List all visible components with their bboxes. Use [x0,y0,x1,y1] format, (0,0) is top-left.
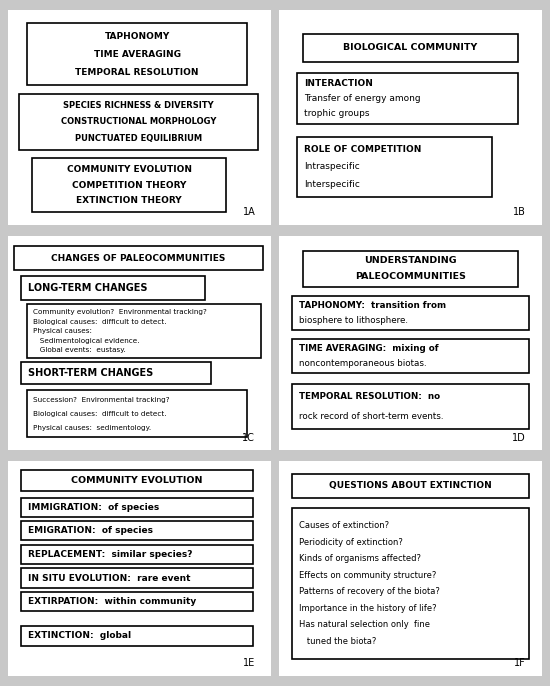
Text: BIOLOGICAL COMMUNITY: BIOLOGICAL COMMUNITY [343,43,477,52]
Text: SPECIES RICHNESS & DIVERSITY: SPECIES RICHNESS & DIVERSITY [63,101,213,110]
FancyBboxPatch shape [275,458,546,679]
Text: tuned the biota?: tuned the biota? [299,637,376,646]
FancyBboxPatch shape [21,626,252,646]
Text: Biological causes:  difficult to detect.: Biological causes: difficult to detect. [33,319,167,324]
Text: biosphere to lithosphere.: biosphere to lithosphere. [299,316,408,325]
Text: TAPHONOMY: TAPHONOMY [104,32,169,40]
Text: Kinds of organisms affected?: Kinds of organisms affected? [299,554,421,563]
Text: noncontemporaneous biotas.: noncontemporaneous biotas. [299,359,426,368]
Text: Transfer of energy among: Transfer of energy among [304,94,421,103]
Text: TIME AVERAGING:  mixing of: TIME AVERAGING: mixing of [299,344,438,353]
FancyBboxPatch shape [19,94,258,150]
Text: 1B: 1B [513,207,526,217]
Text: Succession?  Environmental tracking?: Succession? Environmental tracking? [33,397,170,403]
Text: Importance in the history of life?: Importance in the history of life? [299,604,436,613]
Text: 1E: 1E [243,658,255,668]
FancyBboxPatch shape [302,34,518,62]
Text: Global events:  eustasy.: Global events: eustasy. [33,347,126,353]
Text: COMPETITION THEORY: COMPETITION THEORY [72,180,186,190]
Text: Effects on community structure?: Effects on community structure? [299,571,436,580]
FancyBboxPatch shape [298,73,518,124]
Text: COMMUNITY EVOLUTION: COMMUNITY EVOLUTION [72,476,203,485]
FancyBboxPatch shape [26,390,248,438]
FancyBboxPatch shape [21,569,252,588]
FancyBboxPatch shape [4,7,275,228]
Text: 1F: 1F [514,658,526,668]
Text: Biological causes:  difficult to detect.: Biological causes: difficult to detect. [33,411,167,417]
Text: TEMPORAL RESOLUTION:  no: TEMPORAL RESOLUTION: no [299,392,440,401]
Text: EMIGRATION:  of species: EMIGRATION: of species [28,526,153,535]
FancyBboxPatch shape [21,497,252,517]
Text: 1A: 1A [243,207,255,217]
FancyBboxPatch shape [292,339,529,373]
Text: trophic groups: trophic groups [304,109,370,118]
Text: REPLACEMENT:  similar species?: REPLACEMENT: similar species? [28,550,192,559]
Text: IMMIGRATION:  of species: IMMIGRATION: of species [28,503,159,512]
FancyBboxPatch shape [292,296,529,330]
Text: Sedimentological evidence.: Sedimentological evidence. [33,338,140,344]
FancyBboxPatch shape [32,158,227,212]
FancyBboxPatch shape [275,7,546,228]
Text: SHORT-TERM CHANGES: SHORT-TERM CHANGES [28,368,153,378]
FancyBboxPatch shape [21,545,252,564]
Text: PUNCTUATED EQUILIBRIUM: PUNCTUATED EQUILIBRIUM [75,134,202,143]
Text: PALEOCOMMUNITIES: PALEOCOMMUNITIES [355,272,466,281]
FancyBboxPatch shape [14,246,263,270]
Text: EXTINCTION THEORY: EXTINCTION THEORY [76,196,182,206]
Text: QUESTIONS ABOUT EXTINCTION: QUESTIONS ABOUT EXTINCTION [329,482,492,490]
Text: UNDERSTANDING: UNDERSTANDING [364,257,456,265]
Text: Physical causes:: Physical causes: [33,328,92,334]
Text: Patterns of recovery of the biota?: Patterns of recovery of the biota? [299,587,439,596]
Text: Periodicity of extinction?: Periodicity of extinction? [299,538,403,547]
FancyBboxPatch shape [21,521,252,541]
Text: Causes of extinction?: Causes of extinction? [299,521,389,530]
FancyBboxPatch shape [302,250,518,287]
FancyBboxPatch shape [292,508,529,659]
Text: TEMPORAL RESOLUTION: TEMPORAL RESOLUTION [75,68,199,77]
FancyBboxPatch shape [298,137,492,197]
Text: INTERACTION: INTERACTION [304,79,373,88]
Text: Physical causes:  sedimentology.: Physical causes: sedimentology. [33,425,151,431]
FancyBboxPatch shape [4,233,275,453]
Text: ROLE OF COMPETITION: ROLE OF COMPETITION [304,145,421,154]
FancyBboxPatch shape [292,383,529,429]
FancyBboxPatch shape [4,458,275,679]
Text: Community evolution?  Environmental tracking?: Community evolution? Environmental track… [33,309,207,316]
Text: CONSTRUCTIONAL MORPHOLOGY: CONSTRUCTIONAL MORPHOLOGY [60,117,216,126]
Text: Intraspecific: Intraspecific [304,163,360,172]
Text: TAPHONOMY:  transition from: TAPHONOMY: transition from [299,301,446,310]
Text: EXTIRPATION:  within community: EXTIRPATION: within community [28,597,196,606]
Text: COMMUNITY EVOLUTION: COMMUNITY EVOLUTION [67,165,191,174]
FancyBboxPatch shape [275,233,546,453]
Text: 1C: 1C [243,433,255,443]
Text: TIME AVERAGING: TIME AVERAGING [94,50,180,59]
FancyBboxPatch shape [21,592,252,611]
Text: Has natural selection only  fine: Has natural selection only fine [299,620,430,629]
FancyBboxPatch shape [26,23,248,86]
FancyBboxPatch shape [292,474,529,497]
Text: EXTINCTION:  global: EXTINCTION: global [28,632,131,641]
Text: rock record of short-term events.: rock record of short-term events. [299,412,443,421]
Text: CHANGES OF PALEOCOMMUNITIES: CHANGES OF PALEOCOMMUNITIES [51,254,225,263]
Text: LONG-TERM CHANGES: LONG-TERM CHANGES [28,283,147,293]
FancyBboxPatch shape [26,305,261,358]
Text: 1D: 1D [512,433,526,443]
FancyBboxPatch shape [21,276,205,300]
Text: IN SITU EVOLUTION:  rare event: IN SITU EVOLUTION: rare event [28,573,190,582]
FancyBboxPatch shape [21,470,252,491]
FancyBboxPatch shape [21,362,211,383]
Text: Interspecific: Interspecific [304,180,360,189]
